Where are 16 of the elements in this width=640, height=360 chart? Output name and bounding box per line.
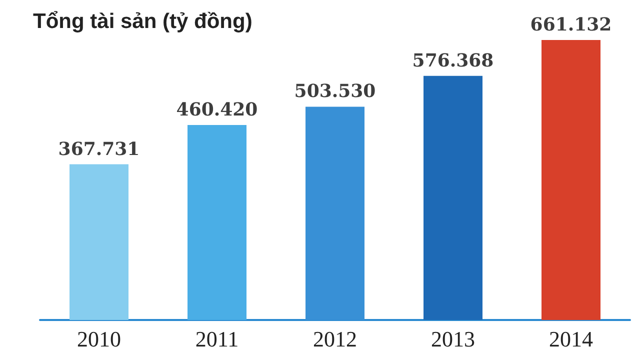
chart-title: Tổng tài sản (tỷ đồng) — [33, 10, 252, 33]
bar — [70, 164, 128, 320]
data-label: 367.731 — [58, 138, 140, 160]
bar — [306, 106, 364, 320]
data-label: 661.132 — [530, 14, 612, 36]
x-tick-label: 2014 — [549, 326, 593, 352]
x-tick-label: 2010 — [77, 326, 121, 352]
x-tick-label: 2011 — [195, 326, 239, 352]
bar — [542, 40, 600, 320]
data-label: 460.420 — [176, 100, 258, 121]
data-label: 503.530 — [294, 81, 376, 102]
data-label: 576.368 — [412, 50, 494, 72]
bar — [424, 76, 482, 320]
x-tick-label: 2013 — [431, 326, 475, 352]
bar — [188, 125, 246, 320]
x-tick-label: 2012 — [313, 326, 357, 352]
